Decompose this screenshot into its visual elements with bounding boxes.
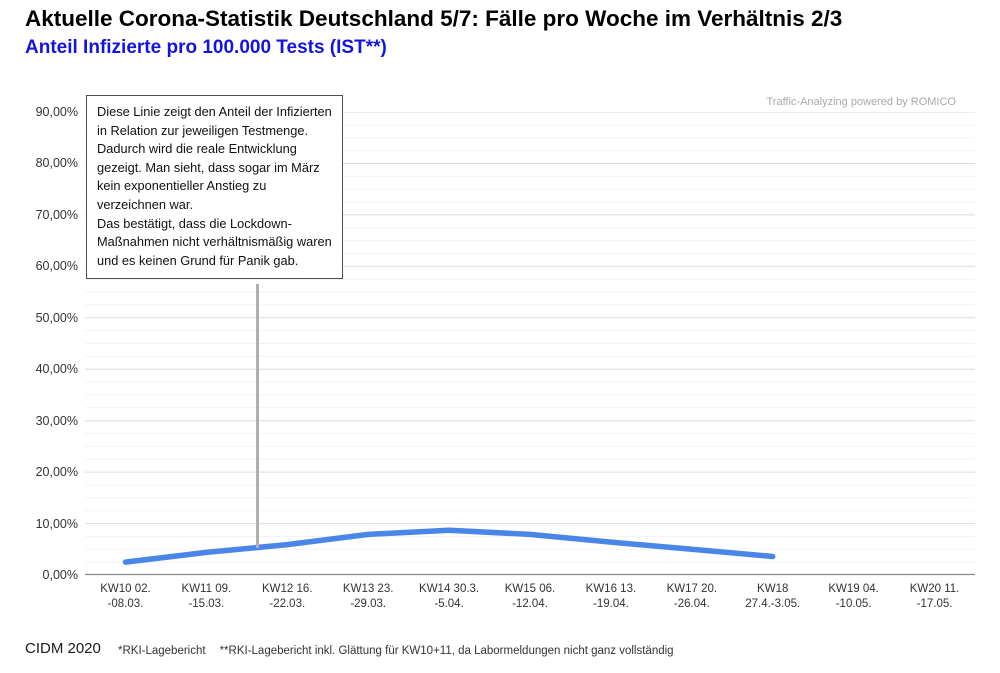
y-axis-label: 10,00% xyxy=(35,516,78,531)
y-axis-label: 20,00% xyxy=(35,465,78,480)
x-axis-label: KW11 09. -15.03. xyxy=(181,583,232,610)
y-axis-label: 90,00% xyxy=(35,105,78,119)
footnote-2: **RKI-Lagebericht inkl. Glättung für KW1… xyxy=(219,645,674,657)
infection-rate-line xyxy=(122,527,776,565)
annotation-text-2: Das bestätigt, dass die Lockdown-Maßnahm… xyxy=(97,215,332,268)
chart-plot-area xyxy=(85,112,975,576)
x-axis-label: KW14 30.3. -5.04. xyxy=(419,583,480,610)
x-axis-label: KW10 02. -08.03. xyxy=(100,583,151,610)
source-label: CIDM 2020 xyxy=(25,640,101,657)
y-axis-label: 80,00% xyxy=(35,156,78,171)
annotation-text-1: Diese Linie zeigt den Anteil der Infizie… xyxy=(97,104,332,212)
footnote-1: *RKI-Lagebericht xyxy=(118,645,206,657)
x-axis-label: KW13 23. -29.03. xyxy=(342,583,394,610)
y-axis-label: 60,00% xyxy=(35,259,78,274)
page-subtitle: Anteil Infizierte pro 100.000 Tests (IST… xyxy=(25,37,387,58)
x-axis-label: KW12 16. -22.03. xyxy=(262,583,313,610)
y-axis-label: 50,00% xyxy=(35,310,78,325)
y-axis-label: 0,00% xyxy=(42,568,78,582)
y-axis-label: 70,00% xyxy=(35,207,78,222)
x-axis-label: KW20 11. -17.05. xyxy=(909,583,960,610)
annotation-callout-line xyxy=(256,284,259,548)
x-axis-label: KW19 04. -10.05. xyxy=(828,583,879,610)
page-title: Aktuelle Corona-Statistik Deutschland 5/… xyxy=(25,6,843,31)
x-axis-label: KW16 13. -19.04. xyxy=(585,583,637,610)
footnotes: *RKI-Lagebericht **RKI-Lagebericht inkl. … xyxy=(118,645,688,657)
x-axis-label: KW15 06. -12.04. xyxy=(504,583,556,610)
x-axis-label: KW17 20. -26.04. xyxy=(666,583,718,610)
y-axis-label: 40,00% xyxy=(35,362,78,377)
y-axis-label: 30,00% xyxy=(35,413,78,428)
watermark-text: Traffic-Analyzing powered by ROMICO xyxy=(766,96,956,108)
annotation-box: Diese Linie zeigt den Anteil der Infizie… xyxy=(86,95,343,280)
x-axis-label: KW18 27.4.-3.05. xyxy=(745,583,801,610)
